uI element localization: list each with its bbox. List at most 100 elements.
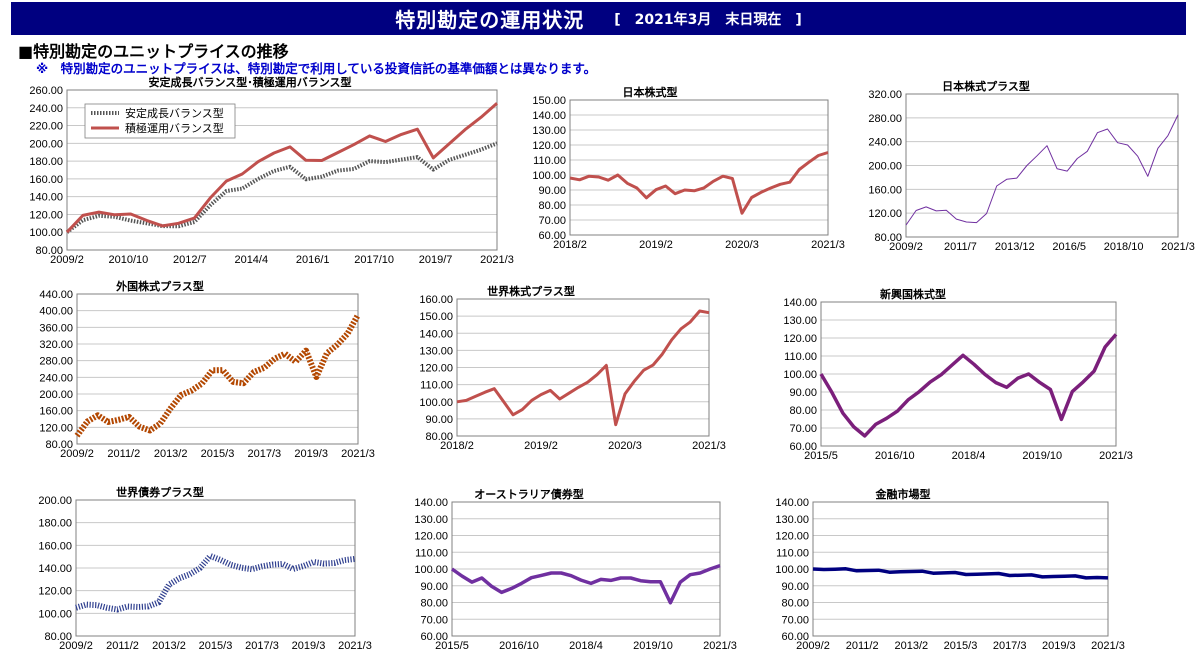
plot-frame xyxy=(905,93,1179,238)
y-tick-label: 120.00 xyxy=(419,363,453,375)
x-tick-label: 2013/2 xyxy=(152,640,186,652)
x-tick-label: 2016/5 xyxy=(1052,241,1086,253)
y-tick-label: 70.00 xyxy=(538,215,566,227)
series-line xyxy=(75,553,356,613)
x-tick-label: 2020/3 xyxy=(608,440,642,452)
chart-title: オーストラリア債券型 xyxy=(474,487,583,501)
x-tick-label: 2021/3 xyxy=(811,239,845,251)
x-tick-label: 2021/3 xyxy=(338,640,372,652)
y-tick-label: 130.00 xyxy=(419,345,453,357)
y-tick-label: 80.00 xyxy=(789,405,817,417)
x-tick-label: 2013/2 xyxy=(895,640,929,652)
y-tick-label: 80.00 xyxy=(45,439,73,451)
x-tick-label: 2019/10 xyxy=(1022,450,1062,462)
legend-label: 積極運用バランス型 xyxy=(125,121,224,135)
series-line xyxy=(74,313,361,438)
y-tick-label: 90.00 xyxy=(789,387,817,399)
y-tick-label: 140.00 xyxy=(38,563,72,575)
y-tick-label: 180.00 xyxy=(38,518,72,530)
disclaimer-note: ※ 特別勘定のユニットプライスは、特別勘定で利用している投資信託の基準価額とは異… xyxy=(36,61,597,76)
y-tick-label: 130.00 xyxy=(783,315,817,327)
y-tick-label: 90.00 xyxy=(538,185,566,197)
y-tick-label: 100.00 xyxy=(414,564,448,576)
x-tick-label: 2021/3 xyxy=(692,440,726,452)
x-tick-label: 2009/2 xyxy=(796,640,830,652)
y-tick-label: 160.00 xyxy=(29,174,63,186)
y-tick-label: 140.00 xyxy=(775,497,809,509)
plot-frame xyxy=(569,99,829,236)
chart-title: 安定成長バランス型･積極運用バランス型 xyxy=(148,75,351,89)
chart-money-market: 金融市場型 60.00 70.00 80.00 90.00 100.00 110.00 120… xyxy=(775,487,1125,652)
x-tick-label: 2018/2 xyxy=(553,239,587,251)
y-tick-label: 160.00 xyxy=(419,294,453,306)
x-tick-label: 2019/3 xyxy=(292,640,326,652)
legend-box xyxy=(84,103,236,139)
chart-japan-equity-plus: 日本株式プラス型 80.00 120.00 160.00 200.00 240.00 280… xyxy=(868,79,1195,253)
y-tick-label: 240.00 xyxy=(868,137,902,149)
y-tick-label: 280.00 xyxy=(39,356,73,368)
y-tick-label: 80.00 xyxy=(44,631,72,643)
chart-title: 世界債券プラス型 xyxy=(116,485,204,499)
report-date: [ 2021年3月 末日現在 ] xyxy=(614,11,802,28)
x-tick-label: 2021/3 xyxy=(1161,241,1195,253)
y-tick-label: 280.00 xyxy=(868,113,902,125)
x-tick-label: 2016/10 xyxy=(499,640,539,652)
y-tick-label: 140.00 xyxy=(414,497,448,509)
legend-label: 安定成長バランス型 xyxy=(125,106,224,120)
y-tick-label: 90.00 xyxy=(425,414,453,426)
chart-title: 日本株式プラス型 xyxy=(942,79,1030,93)
plot-frame xyxy=(456,298,710,437)
x-tick-label: 2021/3 xyxy=(341,448,375,460)
y-tick-label: 110.00 xyxy=(420,380,453,392)
chart-world-equity-plus: 世界株式プラス型 80.00 90.00 100.00 110.00 120.00 130.… xyxy=(419,284,726,452)
y-tick-label: 100.00 xyxy=(38,608,72,620)
x-tick-label: 2019/3 xyxy=(294,448,328,460)
y-tick-label: 110.00 xyxy=(533,155,566,167)
y-tick-label: 70.00 xyxy=(420,614,448,626)
y-tick-label: 90.00 xyxy=(781,581,809,593)
y-tick-label: 120.00 xyxy=(775,531,809,543)
x-tick-label: 2018/10 xyxy=(1104,241,1144,253)
y-tick-label: 80.00 xyxy=(874,232,902,244)
y-tick-label: 180.00 xyxy=(29,156,63,168)
y-tick-label: 120.00 xyxy=(868,208,902,220)
x-tick-label: 2019/7 xyxy=(419,254,453,266)
chart-balance: 安定成長バランス型･積極運用バランス型 80.00 100.00 120.00 140.… xyxy=(29,75,513,266)
y-tick-label: 160.00 xyxy=(39,406,73,418)
x-tick-label: 2017/3 xyxy=(245,640,279,652)
chart-title: 日本株式型 xyxy=(623,85,678,99)
y-tick-label: 260.00 xyxy=(29,85,63,97)
x-tick-label: 2019/2 xyxy=(639,239,673,251)
series-line xyxy=(65,102,498,234)
series-line xyxy=(569,151,829,215)
x-tick-label: 2017/3 xyxy=(993,640,1027,652)
y-tick-label: 60.00 xyxy=(789,441,817,453)
y-tick-label: 140.00 xyxy=(29,192,63,204)
series-line xyxy=(450,563,721,605)
x-tick-label: 2021/3 xyxy=(1091,640,1125,652)
series-line xyxy=(905,114,1179,226)
x-tick-label: 2017/3 xyxy=(248,448,282,460)
x-tick-label: 2015/5 xyxy=(804,450,838,462)
y-tick-label: 120.00 xyxy=(39,422,73,434)
chart-australia-bond: オーストラリア債券型 60.00 70.00 80.00 90.00 100.00 110.… xyxy=(414,487,736,652)
x-tick-label: 2019/2 xyxy=(524,440,558,452)
y-tick-label: 400.00 xyxy=(39,306,73,318)
y-tick-label: 80.00 xyxy=(35,245,63,257)
y-tick-label: 100.00 xyxy=(532,170,566,182)
y-tick-label: 200.00 xyxy=(29,138,63,150)
y-tick-label: 90.00 xyxy=(420,581,448,593)
x-tick-label: 2016/1 xyxy=(296,254,330,266)
y-tick-label: 140.00 xyxy=(532,110,566,122)
y-tick-label: 200.00 xyxy=(38,495,72,507)
y-tick-label: 80.00 xyxy=(781,598,809,610)
chart-japan-equity: 日本株式型 60.00 70.00 80.00 90.00 100.00 110.00 120… xyxy=(532,85,845,251)
x-tick-label: 2009/2 xyxy=(59,640,93,652)
y-tick-label: 130.00 xyxy=(532,125,566,137)
y-tick-label: 120.00 xyxy=(38,586,72,598)
x-tick-label: 2009/2 xyxy=(889,241,923,253)
x-tick-label: 2010/10 xyxy=(109,254,149,266)
y-tick-label: 140.00 xyxy=(783,297,817,309)
x-tick-label: 2011/2 xyxy=(846,640,879,652)
y-tick-label: 80.00 xyxy=(425,431,453,443)
